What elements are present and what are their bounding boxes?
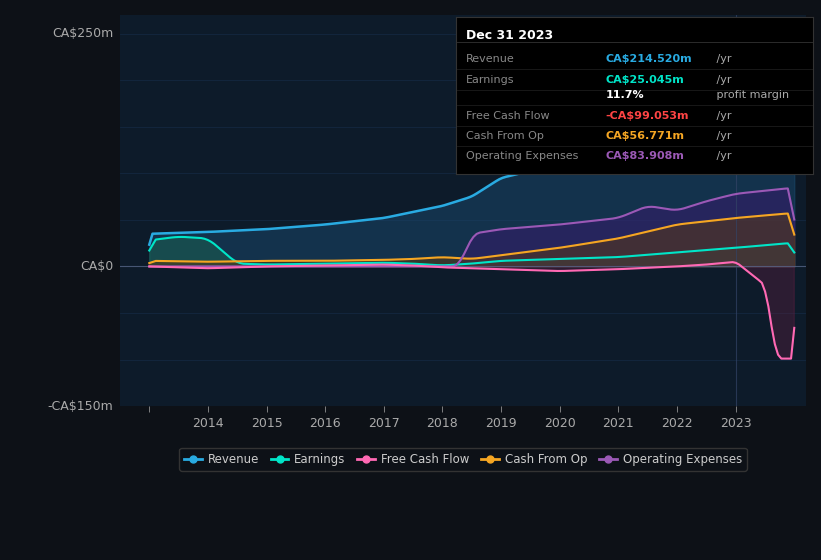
Text: CA$83.908m: CA$83.908m <box>606 151 685 161</box>
Text: CA$25.045m: CA$25.045m <box>606 74 685 85</box>
Text: /yr: /yr <box>713 110 732 120</box>
Text: Earnings: Earnings <box>466 74 515 85</box>
Text: Revenue: Revenue <box>466 54 515 64</box>
Text: profit margin: profit margin <box>713 90 789 100</box>
Text: CA$56.771m: CA$56.771m <box>606 131 685 141</box>
Text: Dec 31 2023: Dec 31 2023 <box>466 29 553 43</box>
Text: /yr: /yr <box>713 151 732 161</box>
Text: /yr: /yr <box>713 74 732 85</box>
Text: /yr: /yr <box>713 54 732 64</box>
Text: CA$214.520m: CA$214.520m <box>606 54 692 64</box>
Text: Operating Expenses: Operating Expenses <box>466 151 579 161</box>
Text: Cash From Op: Cash From Op <box>466 131 544 141</box>
Text: -CA$150m: -CA$150m <box>48 400 113 413</box>
Text: /yr: /yr <box>713 131 732 141</box>
Text: CA$250m: CA$250m <box>52 27 113 40</box>
Text: 11.7%: 11.7% <box>606 90 644 100</box>
Legend: Revenue, Earnings, Free Cash Flow, Cash From Op, Operating Expenses: Revenue, Earnings, Free Cash Flow, Cash … <box>179 448 747 470</box>
Text: -CA$99.053m: -CA$99.053m <box>606 110 689 120</box>
Text: CA$0: CA$0 <box>80 260 113 273</box>
Text: Free Cash Flow: Free Cash Flow <box>466 110 550 120</box>
